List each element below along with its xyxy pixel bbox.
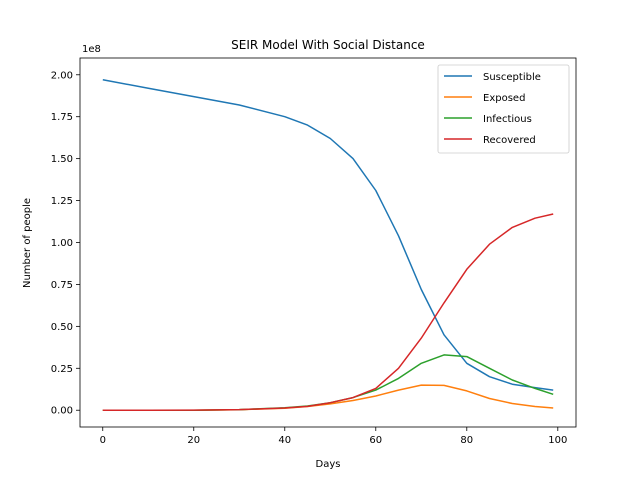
x-tick-label: 20 <box>187 435 200 446</box>
series-line-susceptible <box>102 79 554 391</box>
legend-label: Exposed <box>483 93 525 104</box>
y-tick-label: 0.00 <box>51 406 73 417</box>
y-tick-label: 2.00 <box>51 70 73 81</box>
x-axis-title: Days <box>316 459 341 470</box>
x-tick-label: 100 <box>548 435 567 446</box>
y-tick-label: 0.25 <box>51 364 73 375</box>
y-multiplier-label: 1e8 <box>82 44 101 55</box>
x-tick-label: 60 <box>369 435 382 446</box>
y-axis-title: Number of people <box>22 198 33 288</box>
x-tick-label: 40 <box>278 435 291 446</box>
y-tick-label: 0.75 <box>51 280 73 291</box>
x-tick-label: 80 <box>460 435 473 446</box>
legend-label: Susceptible <box>483 72 541 83</box>
y-tick-label: 1.00 <box>51 238 73 249</box>
legend-label: Recovered <box>483 135 536 146</box>
plot-area <box>102 79 554 411</box>
legend-box <box>437 64 570 154</box>
series-line-recovered <box>102 213 554 411</box>
legend-label: Infectious <box>483 114 532 125</box>
chart-title: SEIR Model With Social Distance <box>231 38 425 52</box>
axes: 0 20 40 60 80 100 0.00 0.25 0.50 0.75 1.00 1.25 1.50… <box>51 57 577 446</box>
x-tick-label: 0 <box>100 435 106 446</box>
y-tick-label: 0.50 <box>51 322 73 333</box>
y-tick-label: 1.50 <box>51 154 73 165</box>
legend: Susceptible Exposed Infectious Recovered <box>437 64 570 154</box>
y-tick-label: 1.25 <box>51 196 73 207</box>
y-tick-label: 1.75 <box>51 112 73 123</box>
